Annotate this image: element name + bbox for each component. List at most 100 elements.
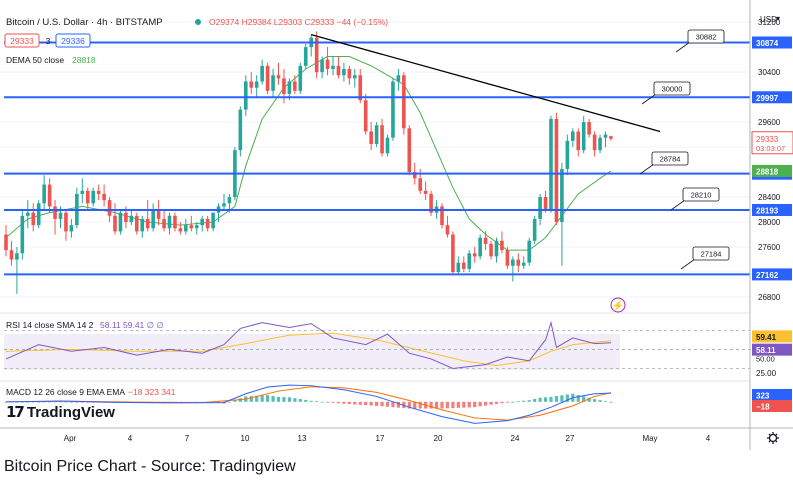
time-tick-label: May xyxy=(642,434,657,443)
macd-histogram-bar xyxy=(380,401,384,407)
candle-body xyxy=(287,81,292,94)
candle-body xyxy=(276,75,281,79)
level-axis-tag: 27162 xyxy=(756,271,779,280)
candle-body xyxy=(336,65,341,76)
level-callout-box xyxy=(653,81,691,96)
level-axis-tag-bg xyxy=(752,203,792,216)
candle-body xyxy=(249,81,254,88)
candle-body xyxy=(538,197,542,219)
macd-histogram-bar xyxy=(375,401,379,406)
candle-body xyxy=(374,125,379,144)
rsi-legend-title[interactable]: RSI 14 close SMA 14 2 xyxy=(6,320,94,330)
figure-caption: Bitcoin Price Chart - Source: Tradingvie… xyxy=(4,458,296,475)
macd-histogram-bar xyxy=(598,400,602,402)
currency-label[interactable]: USD xyxy=(760,15,777,24)
level-callout-box xyxy=(687,29,725,44)
time-tick-label: 20 xyxy=(434,434,443,443)
price-pane[interactable]: 30882 30000 28784 28210 27184 ⚡ xyxy=(0,0,750,313)
candle-body xyxy=(129,215,134,223)
candle-body xyxy=(478,237,482,257)
macd-histogram-bar xyxy=(429,401,433,409)
macd-histogram-bar xyxy=(86,401,90,403)
price-axis[interactable]: 31200 30400 29600 28400 28000 27600 26800 xyxy=(758,18,781,302)
candle-body xyxy=(145,218,150,229)
tradingview-wordmark: TradingView xyxy=(26,403,115,421)
candle-body xyxy=(581,122,586,151)
rsi-ma-axis-tag-bg xyxy=(752,330,792,343)
macd-histogram-bar xyxy=(593,399,597,402)
candle-body xyxy=(135,215,139,232)
macd-histogram-bar xyxy=(489,401,493,405)
macd-pane[interactable] xyxy=(4,384,613,424)
candle-body xyxy=(58,212,63,219)
macd-histogram-bar xyxy=(315,401,319,403)
macd-histogram-bar xyxy=(516,401,520,403)
level-axis-tag-bg xyxy=(752,36,792,49)
level-callout-label: 30000 xyxy=(662,85,683,94)
countdown-tag: 03:03:07 xyxy=(756,144,785,153)
macd-histogram-bar xyxy=(505,401,509,403)
dema-axis-tag: 28818 xyxy=(756,167,779,176)
candle-body xyxy=(4,234,8,251)
macd-histogram-bar xyxy=(255,395,259,402)
tradingview-logo-icon: 𝟭𝟳 xyxy=(6,403,25,421)
dema-legend-label[interactable]: DEMA 50 close xyxy=(6,55,64,65)
settings-gear-icon[interactable] xyxy=(767,432,779,444)
price-tick-label: 31200 xyxy=(758,18,781,27)
macd-histogram-bar xyxy=(467,401,471,408)
candle-body xyxy=(423,190,428,194)
rsi-mid-tick: 50.00 xyxy=(756,354,775,363)
candle-body xyxy=(549,118,553,210)
candle-body xyxy=(42,184,46,204)
candle-body xyxy=(91,190,95,204)
macd-axis-tag: 323 xyxy=(756,392,770,401)
macd-histogram-bar xyxy=(554,396,559,402)
tradingview-logo[interactable]: 𝟭𝟳 TradingView xyxy=(6,403,115,421)
macd-histogram-bar xyxy=(565,394,569,402)
candle-body xyxy=(162,218,166,229)
support-resistance-levels[interactable]: 30882 30000 28784 28210 27184 xyxy=(4,29,750,276)
level-callout-pointer xyxy=(670,199,686,211)
macd-histogram-bar xyxy=(64,401,68,403)
lightning-icon[interactable]: ⚡ xyxy=(610,297,626,313)
level-axis-tag: 30874 xyxy=(756,39,779,48)
rsi-guides xyxy=(4,329,750,369)
candle-body xyxy=(36,203,41,226)
bid-box[interactable] xyxy=(4,33,40,48)
level-callout-label: 28210 xyxy=(691,191,712,200)
candle-body xyxy=(9,250,14,260)
market-status-dot xyxy=(195,19,201,25)
candle-body xyxy=(151,209,155,229)
macd-histogram-bar xyxy=(369,401,373,406)
chart-legend[interactable]: Bitcoin / U.S. Dollar · 4h · BITSTAMP O2… xyxy=(4,17,388,65)
candle-body xyxy=(184,225,188,232)
time-tick-label: 4 xyxy=(128,434,133,443)
rsi-pane[interactable] xyxy=(4,320,750,370)
ask-box[interactable] xyxy=(55,33,91,48)
macd-histogram-bar xyxy=(309,400,313,402)
macd-histogram-bar xyxy=(473,401,477,408)
macd-histogram-bar xyxy=(527,400,531,402)
macd-histogram-bar xyxy=(462,401,466,408)
dema-axis-tag-bg xyxy=(752,164,792,177)
svg-text:⚡: ⚡ xyxy=(612,299,624,312)
time-axis[interactable]: Apr 4 7 10 13 17 20 24 27 May 4 xyxy=(64,434,711,443)
symbol-title[interactable]: Bitcoin / U.S. Dollar · 4h · BITSTAMP xyxy=(6,17,163,28)
candle-body xyxy=(325,59,330,69)
macd-histogram-bar xyxy=(358,401,362,405)
macd-histogram-bar xyxy=(266,395,270,402)
candle-body xyxy=(254,81,259,88)
candle-body xyxy=(511,259,515,266)
candle-body xyxy=(26,212,30,216)
macd-histogram-bar xyxy=(522,400,526,402)
time-tick-label: 13 xyxy=(298,434,307,443)
ohlc-values: O29374 H29384 L29303 C29333 −44 (−0.15%) xyxy=(209,17,388,27)
macd-legend-title[interactable]: MACD 12 26 close 9 EMA EMA xyxy=(6,387,125,397)
candle-body xyxy=(609,136,613,139)
macd-histogram-bar xyxy=(451,401,455,409)
candle-body xyxy=(456,262,461,273)
candle-body xyxy=(282,78,286,94)
trendline[interactable] xyxy=(311,33,661,133)
candle-body xyxy=(353,75,357,79)
